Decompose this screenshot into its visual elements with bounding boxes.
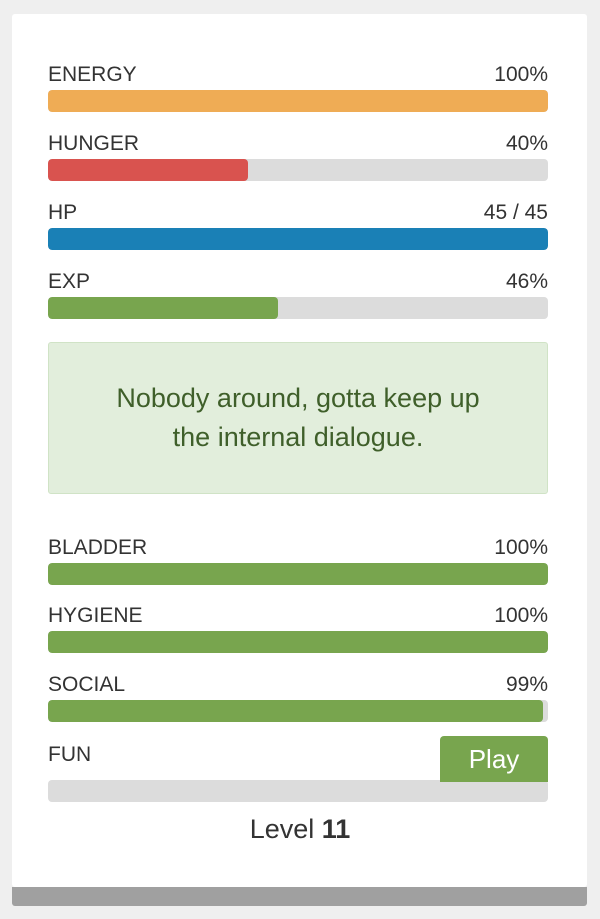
stat-value: 100%	[494, 63, 548, 86]
progress-fill	[48, 297, 278, 319]
stat-fun: FUN	[48, 743, 548, 802]
stat-hygiene: HYGIENE 100%	[48, 604, 548, 653]
stat-exp: EXP 46%	[48, 270, 548, 319]
level-number: 11	[321, 814, 351, 844]
progress-track	[48, 631, 548, 653]
stat-value: 45 / 45	[483, 201, 548, 224]
progress-fill	[48, 700, 543, 722]
stat-value: 46%	[505, 270, 548, 293]
stat-label: HP	[48, 201, 78, 224]
progress-fill	[48, 159, 248, 181]
level-prefix: Level	[249, 814, 315, 844]
progress-track	[48, 780, 548, 802]
stat-value: 99%	[505, 673, 548, 696]
stat-label: SOCIAL	[48, 673, 126, 696]
stat-label: ENERGY	[48, 63, 137, 86]
progress-track	[48, 90, 548, 112]
stat-value: 40%	[505, 132, 548, 155]
stat-energy: ENERGY 100%	[48, 63, 548, 112]
progress-track	[48, 228, 548, 250]
progress-fill	[48, 631, 548, 653]
stat-value: 100%	[494, 604, 548, 627]
progress-track	[48, 563, 548, 585]
stat-label: HYGIENE	[48, 604, 143, 627]
stat-label: EXP	[48, 270, 91, 293]
message-text: Nobody around, gotta keep up the interna…	[116, 383, 480, 452]
progress-fill	[48, 90, 548, 112]
level-display: Level 11	[0, 814, 600, 845]
progress-track	[48, 700, 548, 722]
play-button[interactable]: Play	[440, 736, 548, 782]
stat-value: 100%	[494, 536, 548, 559]
progress-fill	[48, 228, 548, 250]
stat-label: HUNGER	[48, 132, 140, 155]
progress-track	[48, 297, 548, 319]
stat-label: FUN	[48, 743, 92, 766]
stat-bladder: BLADDER 100%	[48, 536, 548, 585]
progress-fill	[48, 563, 548, 585]
stat-hp: HP 45 / 45	[48, 201, 548, 250]
stat-social: SOCIAL 99%	[48, 673, 548, 722]
stat-hunger: HUNGER 40%	[48, 132, 548, 181]
progress-track	[48, 159, 548, 181]
stat-label: BLADDER	[48, 536, 148, 559]
card-footer-bar	[12, 887, 587, 906]
message-box: Nobody around, gotta keep up the interna…	[48, 342, 548, 494]
